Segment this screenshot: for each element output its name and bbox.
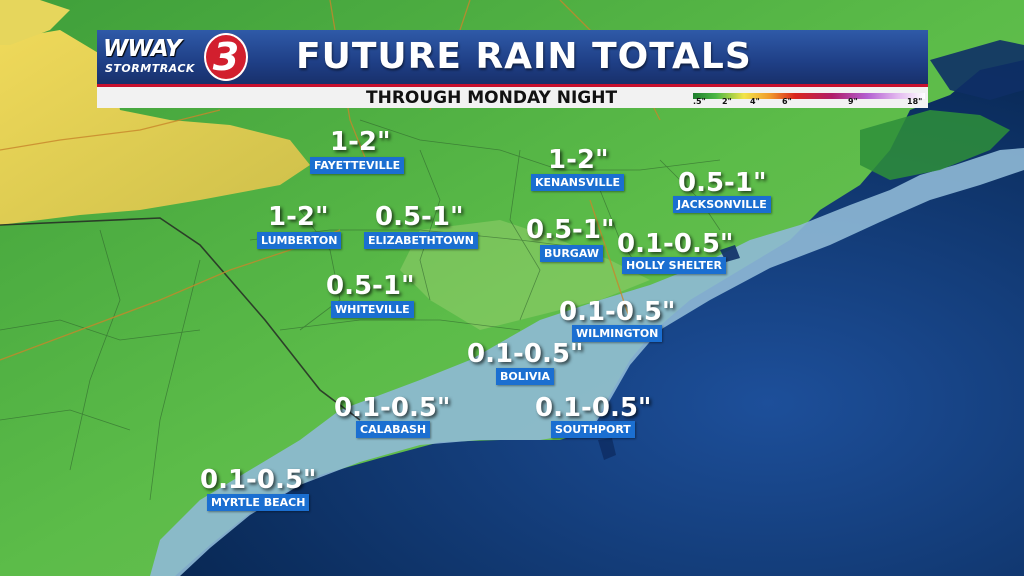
coastal-rain-zone [150,148,1024,576]
city-label-whiteville: WHITEVILLE [331,301,414,318]
city-label-bolivia: BOLIVIA [496,368,554,385]
scale-tick: 9" [848,97,858,106]
city-label-myrtle-beach: MYRTLE BEACH [207,494,310,511]
rain-amount-lumberton: 1-2" [268,202,329,232]
rain-amount-myrtle-beach: 0.1-0.5" [200,465,317,495]
page-subtitle: THROUGH MONDAY NIGHT [366,88,618,108]
state-border [0,217,361,421]
title-accent-line [97,84,928,87]
rain-amount-kenansville: 1-2" [548,145,609,175]
station-logo: WWAY STORMTRACK 3 [100,33,250,83]
city-label-calabash: CALABASH [356,421,431,438]
city-label-holly-shelter: HOLLY SHELTER [622,257,726,274]
rain-amount-whiteville: 0.5-1" [326,271,415,301]
rain-amount-bolivia: 0.1-0.5" [467,339,584,369]
logo-badge: 3 [204,33,248,81]
yellow-rain-zone [0,30,310,225]
rain-amount-jacksonville: 0.5-1" [678,168,767,198]
rain-amount-wilmington: 0.1-0.5" [559,297,676,327]
scale-tick: .5" [693,97,706,106]
sounds-water [598,40,1024,460]
scale-tick: 6" [782,97,792,106]
city-label-lumberton: LUMBERTON [257,232,342,249]
page-title: FUTURE RAIN TOTALS [296,36,752,77]
rain-amount-calabash: 0.1-0.5" [334,393,451,423]
logo-subtext: STORMTRACK [105,62,195,75]
city-label-jacksonville: JACKSONVILLE [673,196,771,213]
logo-text: WWAY [103,36,182,62]
rain-scale-bar [693,93,925,99]
scale-tick: 18" [907,97,923,106]
rain-amount-burgaw: 0.5-1" [526,215,615,245]
rain-amount-southport: 0.1-0.5" [535,393,652,423]
city-label-wilmington: WILMINGTON [572,325,663,342]
scale-tick: 2" [722,97,732,106]
rain-amount-holly-shelter: 0.1-0.5" [617,229,734,259]
rain-amount-elizabethtown: 0.5-1" [375,202,464,232]
rain-amount-fayetteville: 1-2" [330,127,391,157]
rain-scale-legend: .5" 2" 4" 6" 9" 18" [693,91,925,106]
outer-banks [860,110,1010,180]
city-label-elizabethtown: ELIZABETHTOWN [364,232,478,249]
city-label-fayetteville: FAYETTEVILLE [310,157,405,174]
yellow-rain-zone-2 [0,0,70,45]
city-label-kenansville: KENANSVILLE [531,174,625,191]
scale-tick: 4" [750,97,760,106]
city-label-burgaw: BURGAW [540,245,603,262]
city-label-southport: SOUTHPORT [551,421,635,438]
subtitle-bar [97,87,928,108]
